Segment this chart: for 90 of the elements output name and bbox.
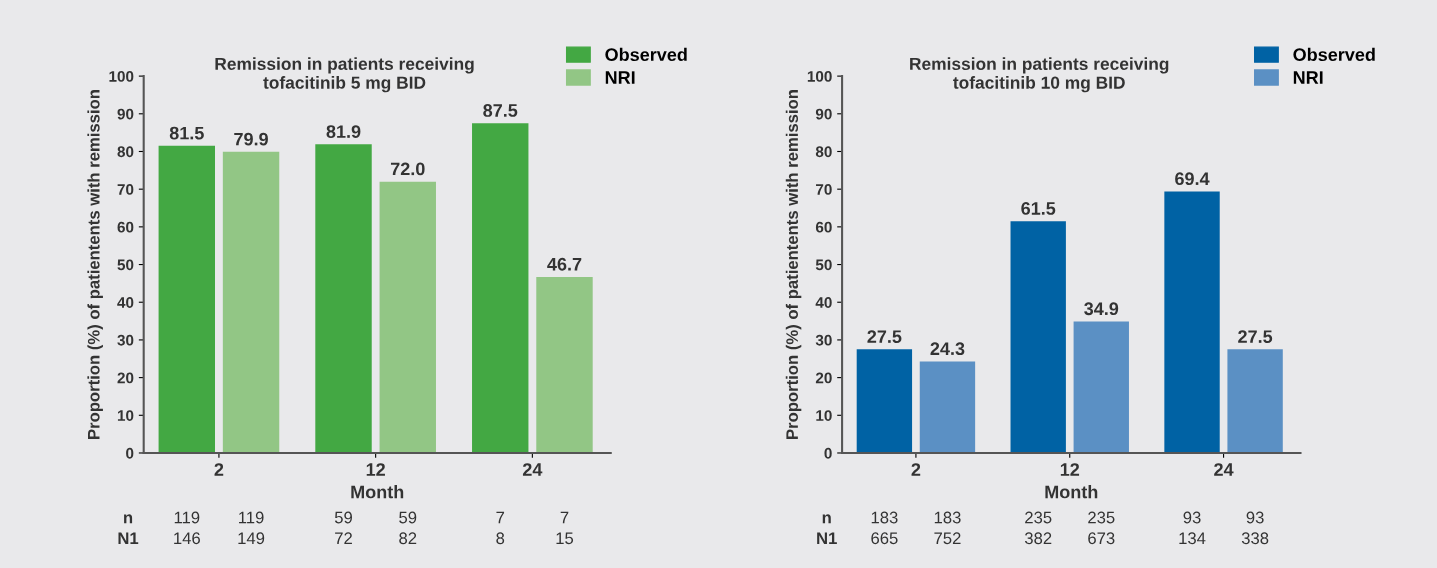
text: 59 [399, 511, 417, 524]
x-tick-label: 2 [214, 463, 224, 476]
text: 149 [238, 532, 265, 545]
bar [536, 276, 593, 453]
text: n [124, 514, 133, 524]
y-tick-label: 50 [117, 259, 134, 271]
text: 46.7 [547, 257, 582, 271]
text: 382 [1024, 532, 1052, 545]
x-tick-label: 24 [522, 463, 543, 476]
x-tick-label: 2 [911, 463, 921, 476]
bar [1010, 221, 1066, 453]
text: 665 [871, 532, 898, 545]
text: 72 [335, 532, 352, 544]
y-tick-label: 20 [815, 372, 832, 384]
y-tick-label: 40 [815, 297, 832, 308]
y-tick-label: 100 [807, 70, 832, 82]
text: N1 [118, 532, 139, 544]
y-tick-label: 50 [815, 259, 832, 271]
x-tick-label: 24 [1214, 463, 1234, 476]
text: 93 [1183, 511, 1201, 524]
text: 93 [1246, 511, 1264, 524]
bar [856, 349, 913, 453]
text: 134 [1179, 532, 1206, 545]
y-tick-label: 60 [815, 221, 832, 233]
text: 119 [239, 511, 264, 524]
bar [315, 144, 372, 453]
y-tick-label: 0 [824, 447, 832, 459]
text: 7 [496, 511, 505, 524]
text: 59 [334, 511, 352, 524]
y-axis-title: Proportion (%) of patientents with remission [785, 90, 802, 439]
legend-label: Observed [1293, 47, 1375, 62]
y-tick-label: 10 [816, 410, 832, 421]
y-tick-label: 0 [126, 447, 134, 459]
text: 27.5 [867, 330, 902, 343]
y-axis-title: Proportion (%) of patientents with remission [87, 90, 103, 439]
text: 72.0 [390, 162, 425, 176]
text: 183 [934, 511, 961, 524]
bar [1164, 191, 1220, 453]
bar [472, 123, 529, 453]
text: 82 [399, 532, 417, 545]
text: 338 [1241, 532, 1269, 545]
x-tick-label: 12 [366, 463, 385, 476]
chart-title: Remission in patients receiving tofacitinib 10 mg BID [910, 57, 1169, 93]
text: 61.5 [1021, 202, 1056, 215]
bar [379, 181, 436, 453]
text: N1 [817, 532, 837, 544]
legend-label: NRI [605, 71, 635, 84]
x-tick-label: 12 [1060, 463, 1080, 476]
x-axis-title: Month [1045, 485, 1098, 499]
text: 673 [1088, 532, 1115, 545]
text: 235 [1025, 511, 1052, 524]
legend-label: Observed [605, 47, 687, 62]
y-tick-label: 60 [117, 221, 134, 233]
y-tick-label: 90 [815, 108, 832, 120]
x-axis-title: Month [351, 485, 404, 499]
legend-label: NRI [1293, 71, 1323, 84]
y-tick-label: 20 [117, 372, 134, 384]
y-tick-label: 70 [816, 184, 832, 195]
bar [158, 145, 216, 453]
y-tick-label: 10 [117, 410, 134, 421]
text: 24.3 [930, 342, 965, 356]
bar [1073, 321, 1129, 453]
text: 8 [496, 532, 505, 545]
text: 69.4 [1175, 172, 1210, 186]
text: 146 [174, 532, 200, 545]
text: 81.5 [169, 126, 204, 140]
y-tick-label: 80 [815, 146, 832, 158]
chart-title: Remission in patients receiving tofacitinib 5 mg BID [215, 57, 474, 93]
text: 7 [560, 511, 569, 524]
y-tick-label: 90 [117, 108, 134, 120]
text: 183 [871, 511, 898, 524]
y-tick-label: 40 [117, 297, 134, 308]
y-tick-label: 30 [117, 334, 134, 346]
bar [222, 151, 280, 453]
text: 34.9 [1084, 302, 1119, 316]
text: 752 [934, 532, 961, 545]
text: 27.5 [1238, 330, 1273, 343]
y-tick-label: 80 [117, 146, 134, 158]
y-tick-label: 100 [109, 70, 134, 82]
text: 15 [556, 532, 574, 545]
y-tick-label: 30 [815, 334, 832, 346]
text: 235 [1088, 511, 1115, 524]
text: 79.9 [234, 132, 268, 146]
text: 119 [174, 511, 200, 524]
text: n [822, 514, 831, 524]
bar [919, 361, 976, 453]
y-tick-label: 70 [117, 184, 134, 195]
text: 87.5 [483, 104, 518, 117]
text: 81.9 [326, 125, 361, 138]
bar [1227, 349, 1283, 453]
